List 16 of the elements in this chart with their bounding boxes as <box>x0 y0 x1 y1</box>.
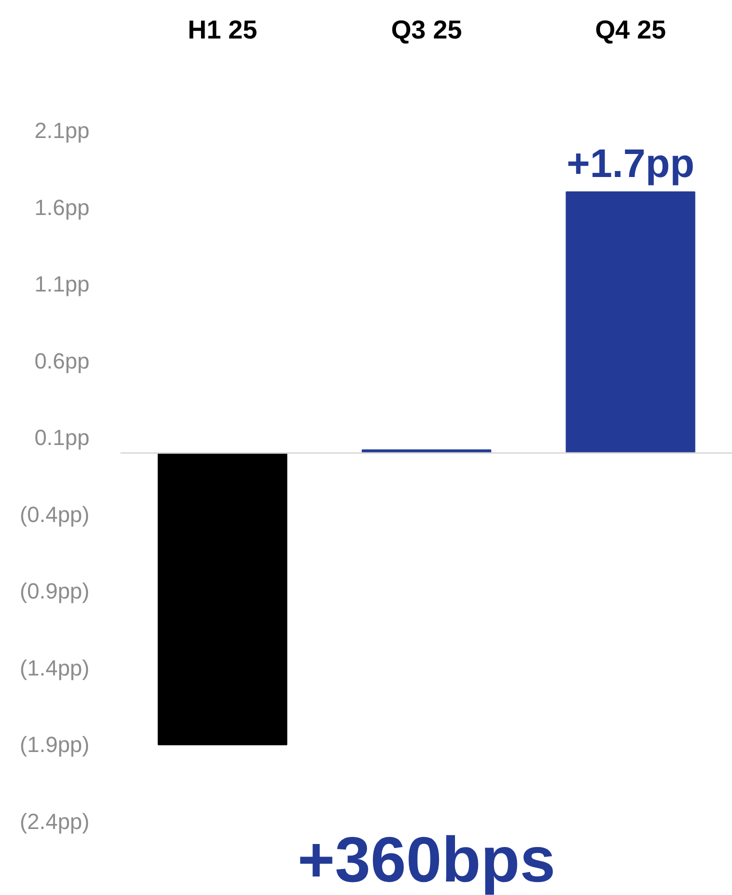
y-tick-label: 1.1pp <box>34 272 90 297</box>
x-tick-label: H1 25 <box>188 14 258 44</box>
y-tick-label: 1.6pp <box>34 194 90 220</box>
bar <box>566 191 696 454</box>
y-tick-label: (0.4pp) <box>20 502 90 527</box>
x-tick-label: Q4 25 <box>595 14 666 44</box>
y-tick-label: (2.4pp) <box>20 809 90 834</box>
y-tick-label: 0.1pp <box>34 425 90 450</box>
bar <box>158 452 288 746</box>
y-tick-label: (1.9pp) <box>20 732 90 758</box>
y-tick-label: (1.4pp) <box>20 655 90 680</box>
x-tick-label: Q3 25 <box>391 14 462 44</box>
y-tick-label: 0.6pp <box>34 348 90 374</box>
y-tick-label: 2.1pp <box>34 118 90 143</box>
data-label: +1.7pp <box>566 142 694 186</box>
y-tick-label: (0.9pp) <box>20 578 90 604</box>
